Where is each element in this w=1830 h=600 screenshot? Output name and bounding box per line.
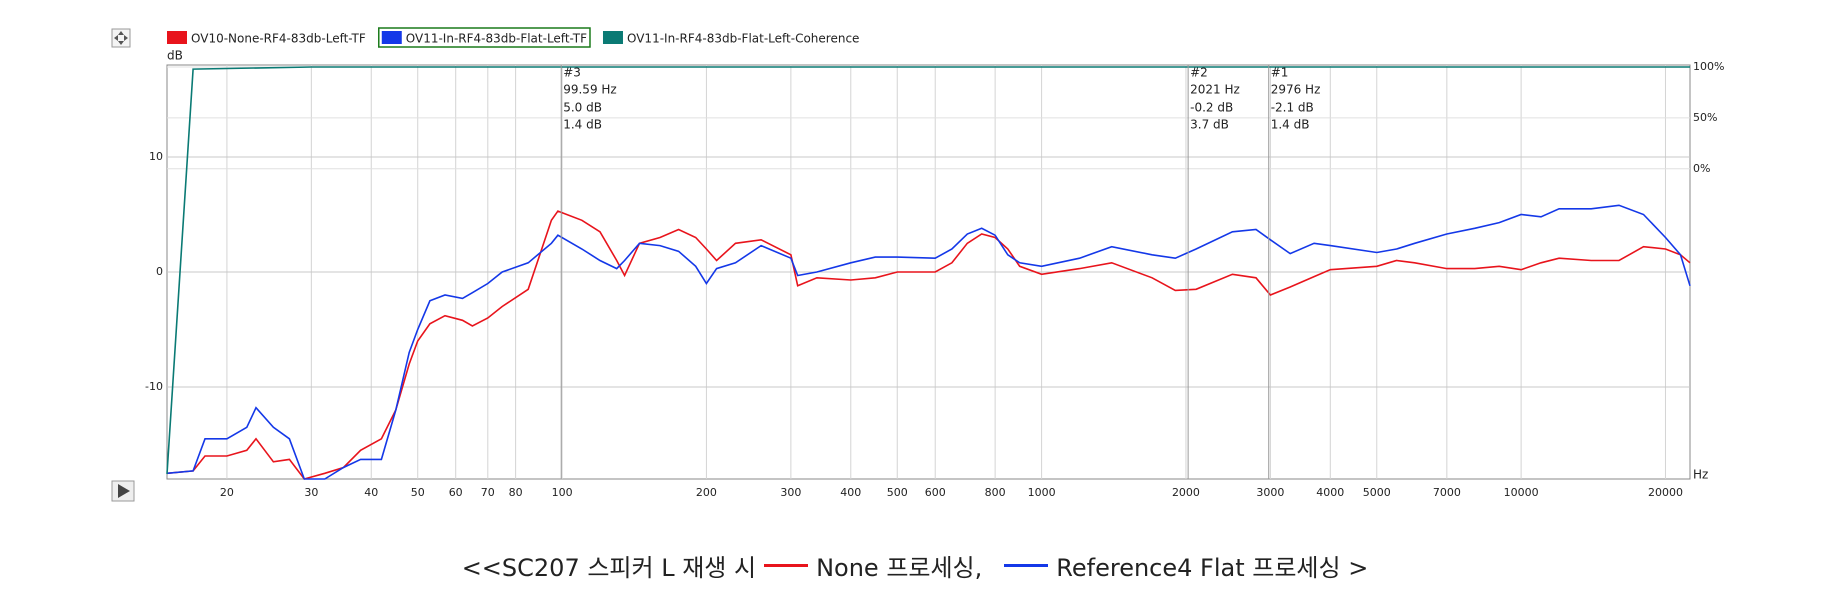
marker-value: -0.2 dB [1190, 101, 1233, 115]
legend-item[interactable]: OV11-In-RF4-83db-Flat-Left-TF [378, 27, 591, 48]
series-line [166, 204, 1691, 480]
x-tick-label: 3000 [1256, 486, 1284, 499]
caption-text: <<SC207 스피커 L 재생 시 [461, 554, 757, 582]
x-tick-label: 300 [780, 486, 801, 499]
legend-swatch [1004, 564, 1049, 567]
chart: dB Hz 20 30 40 50 60 70 80 100 200 300 400 500 600 80… [111, 27, 1724, 502]
legend-swatch [602, 31, 623, 44]
series-line [166, 210, 1691, 480]
legend-swatch [764, 564, 809, 567]
marker-frequency: 2976 Hz [1271, 83, 1321, 97]
marker-value: -2.1 dB [1271, 101, 1314, 115]
x-tick-label: 20 [220, 486, 234, 499]
x-tick-label: 4000 [1316, 486, 1344, 499]
x-tick-label: 100 [552, 486, 573, 499]
legend-item[interactable]: OV10-None-RF4-83db-Left-TF [167, 31, 366, 46]
marker-frequency: 2021 Hz [1190, 83, 1240, 97]
y-tick-label: 0 [156, 265, 163, 278]
legend-selection [378, 27, 591, 48]
x-tick-label: 2000 [1172, 486, 1200, 499]
x-tick-label: 50 [411, 486, 425, 499]
play-button[interactable] [111, 480, 135, 502]
x-tick-label: 10000 [1504, 486, 1539, 499]
y2-tick-label: 100% [1693, 60, 1724, 73]
x-axis-label: Hz [1693, 468, 1708, 482]
caption-text: Reference4 Flat 프로세싱 > [1056, 554, 1369, 582]
x-tick-label: 60 [449, 486, 463, 499]
x-tick-label: 1000 [1028, 486, 1056, 499]
x-tick-label: 40 [364, 486, 378, 499]
x-tick-label: 80 [509, 486, 523, 499]
caption-text: None 프로세싱, [816, 554, 983, 582]
marker-value: 1.4 dB [563, 118, 602, 132]
y-tick-label: 10 [149, 150, 163, 163]
marker-value: 1.4 dB [1271, 118, 1310, 132]
legend-label: OV11-In-RF4-83db-Flat-Left-TF [406, 32, 587, 46]
x-tick-label: 400 [840, 486, 861, 499]
x-tick-label: 200 [696, 486, 717, 499]
legend-label: OV11-In-RF4-83db-Flat-Left-Coherence [627, 32, 859, 46]
caption: <<SC207 스피커 L 재생 시 None 프로세싱, Reference4… [0, 548, 1830, 583]
series-line [166, 66, 1690, 474]
legend-swatch [167, 31, 187, 44]
legend-label: OV10-None-RF4-83db-Left-TF [191, 32, 366, 46]
y2-tick-label: 50% [1693, 111, 1717, 124]
legend-swatch [381, 31, 402, 44]
x-tick-label: 800 [985, 486, 1006, 499]
marker-value: 5.0 dB [563, 101, 602, 115]
x-tick-label: 70 [481, 486, 495, 499]
marker-frequency: 99.59 Hz [563, 83, 617, 97]
x-tick-label: 600 [925, 486, 946, 499]
move-icon[interactable] [111, 28, 131, 48]
marker-name: #1 [1271, 66, 1289, 80]
y2-tick-label: 0% [1693, 162, 1710, 175]
x-tick-label: 500 [887, 486, 908, 499]
y-tick-label: -10 [145, 380, 163, 393]
marker-name: #3 [563, 66, 581, 80]
x-tick-label: 20000 [1648, 486, 1683, 499]
legend-item[interactable]: OV11-In-RF4-83db-Flat-Left-Coherence [602, 31, 859, 46]
x-tick-label: 5000 [1363, 486, 1391, 499]
marker-name: #2 [1190, 66, 1208, 80]
y-axis-label: dB [167, 49, 183, 63]
x-tick-label: 7000 [1433, 486, 1461, 499]
marker-value: 3.7 dB [1190, 118, 1229, 132]
x-tick-label: 30 [304, 486, 318, 499]
